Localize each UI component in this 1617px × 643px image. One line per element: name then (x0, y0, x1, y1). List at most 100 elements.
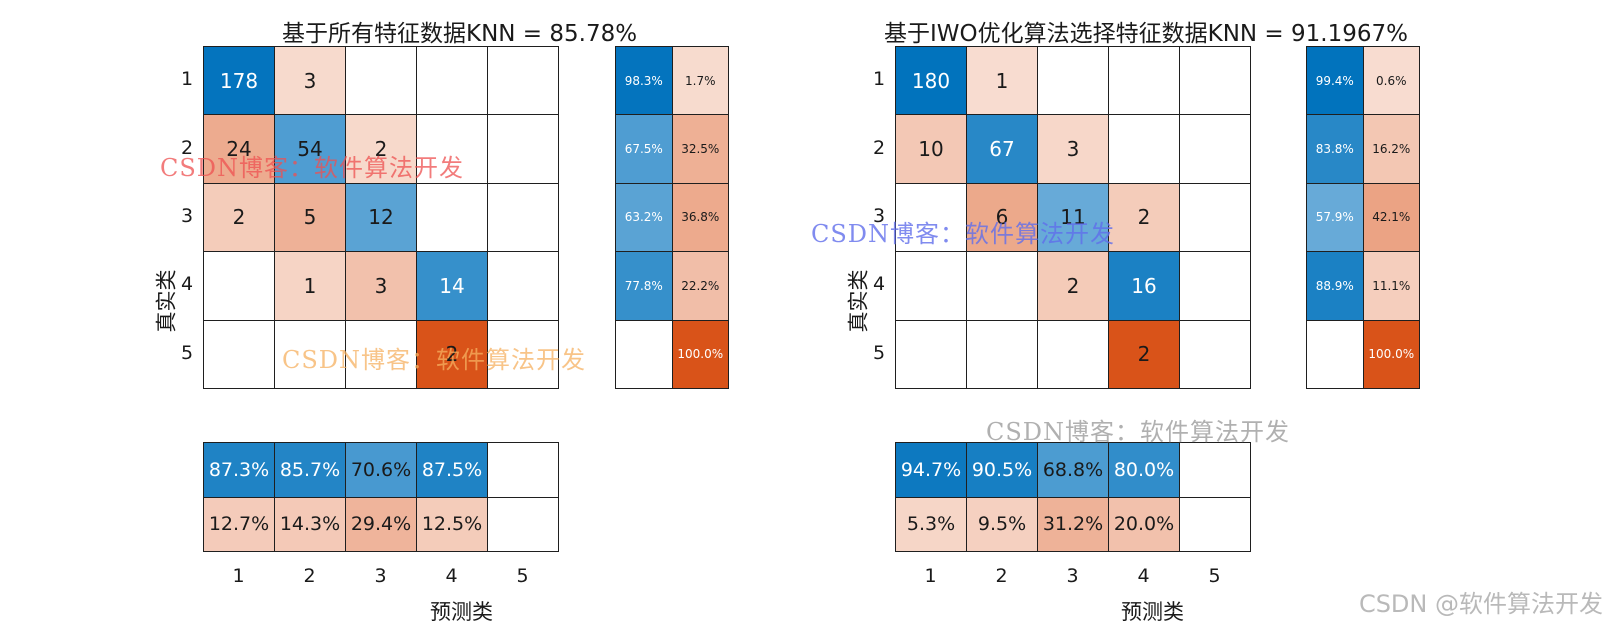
chart-title: 基于IWO优化算法选择特征数据KNN = 91.1967% (884, 21, 1408, 47)
y-tick-label: 2 (872, 136, 886, 159)
matrix-cell (416, 46, 488, 116)
row-summary-correct: 57.9% (1306, 182, 1364, 253)
matrix-cell (345, 319, 417, 389)
matrix-cell (1179, 46, 1251, 116)
matrix-cell: 24 (203, 114, 275, 184)
matrix-cell: 67 (966, 114, 1038, 184)
matrix-cell (966, 251, 1038, 321)
row-summary-incorrect: 100.0% (1362, 319, 1420, 389)
x-axis-label: 预测类 (430, 600, 493, 624)
matrix-cell: 2 (1108, 182, 1180, 253)
matrix-cell (487, 46, 559, 116)
col-summary-incorrect: 12.7% (203, 496, 275, 552)
matrix-cell: 178 (203, 46, 275, 116)
matrix-cell (203, 251, 275, 321)
y-tick-label: 2 (180, 136, 194, 159)
col-summary-incorrect: 31.2% (1037, 496, 1109, 552)
matrix-cell: 180 (895, 46, 967, 116)
col-summary-incorrect: 9.5% (966, 496, 1038, 552)
matrix-cell: 10 (895, 114, 967, 184)
matrix-cell (487, 319, 559, 389)
y-tick-label: 3 (180, 205, 194, 227)
col-summary-incorrect (487, 496, 559, 552)
row-summary-incorrect: 11.1% (1362, 251, 1420, 321)
row-summary-correct: 98.3% (615, 46, 673, 116)
row-summary-correct: 99.4% (1306, 46, 1364, 116)
row-summary-correct: 83.8% (1306, 114, 1364, 184)
col-summary-correct: 68.8% (1037, 442, 1109, 498)
row-summary-correct: 77.8% (615, 251, 673, 321)
matrix-cell (1108, 114, 1180, 184)
matrix-cell: 6 (966, 182, 1038, 253)
matrix-cell (487, 114, 559, 184)
matrix-cell: 12 (345, 182, 417, 253)
matrix-cell (416, 114, 488, 184)
matrix-cell: 2 (1037, 251, 1109, 321)
matrix-cell (1179, 182, 1251, 253)
y-tick-label: 5 (180, 341, 194, 364)
col-summary-correct (1179, 442, 1251, 498)
x-axis-label: 预测类 (1121, 600, 1184, 624)
col-summary-correct: 87.5% (416, 442, 488, 498)
matrix-cell: 3 (1037, 114, 1109, 184)
x-tick-label: 1 (232, 565, 245, 587)
row-summary-incorrect: 100.0% (671, 319, 729, 389)
matrix-cell: 2 (345, 114, 417, 184)
col-summary-incorrect: 12.5% (416, 496, 488, 552)
matrix-cell (895, 251, 967, 321)
matrix-cell (487, 182, 559, 253)
row-summary-incorrect: 42.1% (1362, 182, 1420, 253)
col-summary-incorrect: 29.4% (345, 496, 417, 552)
row-summary-incorrect: 32.5% (671, 114, 729, 184)
row-summary-incorrect: 22.2% (671, 251, 729, 321)
matrix-cell (1037, 319, 1109, 389)
matrix-cell: 3 (345, 251, 417, 321)
matrix-cell: 14 (416, 251, 488, 321)
matrix-cell: 5 (274, 182, 346, 253)
csdn-credit: CSDN @软件算法开发 (1358, 590, 1603, 618)
col-summary-incorrect: 14.3% (274, 496, 346, 552)
x-tick-label: 4 (445, 565, 458, 587)
matrix-cell (274, 319, 346, 389)
matrix-cell (895, 319, 967, 389)
matrix-cell (487, 251, 559, 321)
matrix-cell: 2 (1108, 319, 1180, 389)
row-summary-incorrect: 16.2% (1362, 114, 1420, 184)
matrix-cell (1179, 251, 1251, 321)
matrix-cell: 2 (416, 319, 488, 389)
x-tick-label: 2 (995, 565, 1008, 587)
y-tick-label: 1 (180, 68, 194, 91)
matrix-cell (966, 319, 1038, 389)
row-summary-incorrect: 1.7% (671, 46, 729, 116)
col-summary-correct: 80.0% (1108, 442, 1180, 498)
matrix-cell (1179, 319, 1251, 389)
row-summary-incorrect: 0.6% (1362, 46, 1420, 116)
col-summary-incorrect: 5.3% (895, 496, 967, 552)
row-summary-correct: 88.9% (1306, 251, 1364, 321)
matrix-cell (1108, 46, 1180, 116)
matrix-cell (1179, 114, 1251, 184)
y-tick-label: 1 (872, 68, 886, 91)
matrix-cell: 16 (1108, 251, 1180, 321)
chart-title: 基于所有特征数据KNN = 85.78% (282, 21, 638, 47)
col-summary-correct: 85.7% (274, 442, 346, 498)
x-tick-label: 3 (1066, 565, 1079, 587)
matrix-cell (895, 182, 967, 253)
row-summary-correct (615, 319, 673, 389)
x-tick-label: 5 (516, 565, 529, 587)
matrix-cell: 1 (966, 46, 1038, 116)
matrix-cell (1037, 46, 1109, 116)
col-summary-correct: 90.5% (966, 442, 1038, 498)
x-tick-label: 5 (1208, 565, 1221, 587)
matrix-cell: 11 (1037, 182, 1109, 253)
col-summary-correct: 87.3% (203, 442, 275, 498)
col-summary-correct (487, 442, 559, 498)
matrix-cell (416, 182, 488, 253)
x-tick-label: 2 (303, 565, 316, 587)
row-summary-correct: 67.5% (615, 114, 673, 184)
y-tick-label: 5 (872, 341, 886, 364)
y-tick-label: 4 (872, 273, 886, 296)
row-summary-correct: 63.2% (615, 182, 673, 253)
col-summary-correct: 94.7% (895, 442, 967, 498)
matrix-cell (203, 319, 275, 389)
